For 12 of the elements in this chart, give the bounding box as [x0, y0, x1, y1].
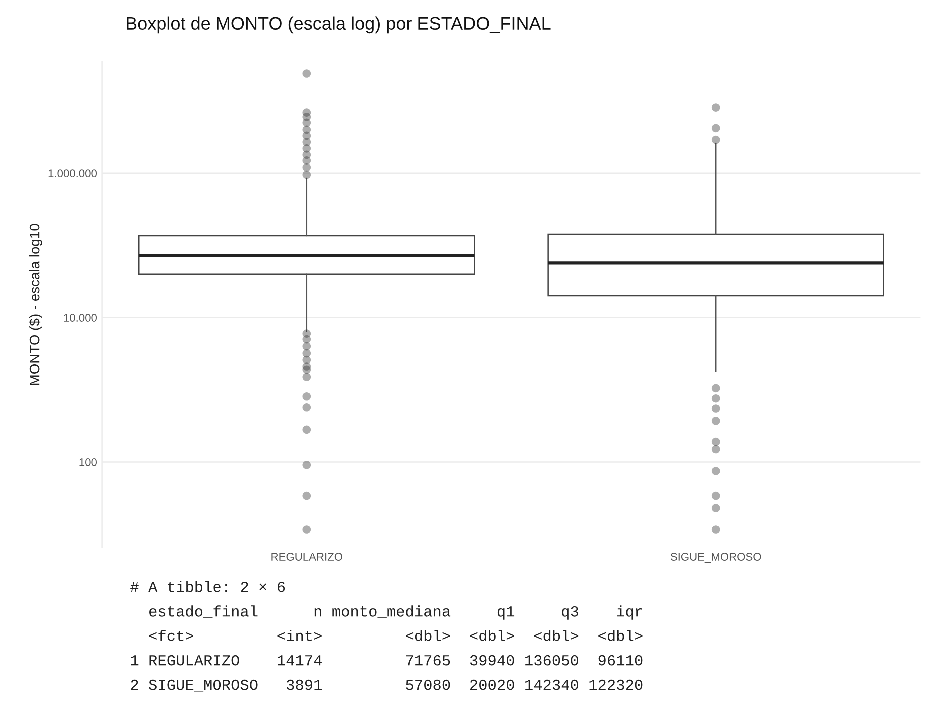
text: <fct> <int> <dbl> <dbl> <dbl> <dbl>	[149, 630, 643, 642]
chart-title: Boxplot de MONTO (escala log) por ESTADO_FINAL	[127, 16, 551, 34]
text: estado_final n monto_mediana q1 q3 iqr	[150, 606, 642, 620]
x-tick-label: REGULARIZO	[272, 553, 342, 561]
y-tick-label: 10.000	[64, 314, 98, 322]
text: # A tibble: 2 × 6	[130, 581, 286, 592]
x-tick-label: SIGUE_MOROSO	[670, 553, 762, 564]
y-tick-label: 100	[80, 458, 98, 466]
text: 2 SIGUE_MOROSO 3891 57080 20020 142340 122320	[131, 680, 643, 692]
y-tick-label: 1.000.000	[48, 170, 98, 178]
text: 1 REGULARIZO 14174 71765 39940 136050 96110	[131, 655, 643, 666]
y-axis-title: MONTO ($) - escala log10	[29, 224, 42, 386]
